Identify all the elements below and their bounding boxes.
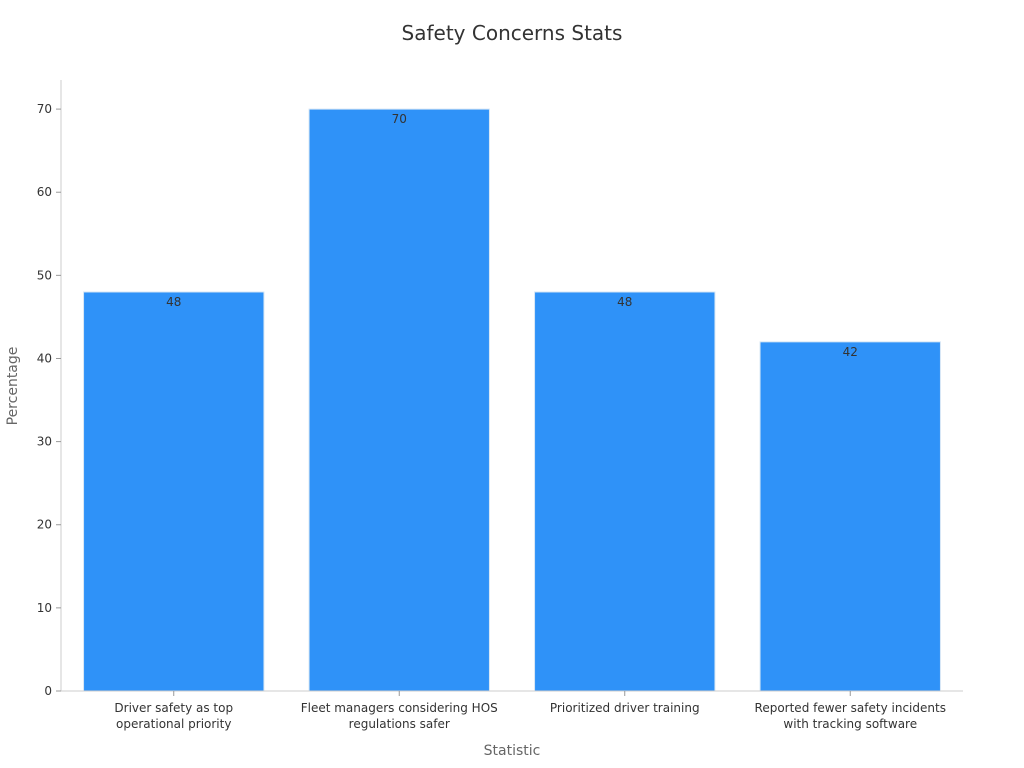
x-tick-label: Reported fewer safety incidents with trac…: [755, 701, 946, 731]
y-tick-label: 40: [37, 351, 52, 365]
y-tick-label: 30: [37, 435, 52, 449]
x-tick-label: Prioritized driver training: [550, 701, 700, 715]
y-tick-label: 50: [37, 268, 52, 282]
bar: [534, 291, 716, 692]
x-tick-label-line: regulations safer: [349, 717, 450, 731]
data-label: 48: [617, 295, 632, 309]
bar: [759, 341, 941, 692]
x-axis-title: Statistic: [484, 743, 541, 759]
x-tick-label-line: with tracking software: [783, 717, 917, 731]
bar: [308, 108, 490, 692]
data-label: 70: [392, 112, 407, 126]
bar: [83, 291, 265, 692]
y-tick-label: 70: [37, 102, 52, 116]
y-tick-label: 20: [37, 518, 52, 532]
x-tick-label-line: operational priority: [116, 717, 231, 731]
x-tick-label-line: Driver safety as top: [114, 701, 233, 715]
x-tick-label-line: Reported fewer safety incidents: [755, 701, 946, 715]
chart-title: Safety Concerns Stats: [402, 21, 623, 45]
y-axis-title: Percentage: [5, 347, 21, 426]
x-tick-label: Fleet managers considering HOS regulation…: [301, 701, 498, 731]
x-tick-label: Driver safety as top operational priority: [114, 701, 233, 731]
data-label: 42: [843, 345, 858, 359]
x-tick-label-line: Fleet managers considering HOS: [301, 701, 498, 715]
y-tick-label: 0: [44, 684, 52, 698]
y-tick-label: 60: [37, 185, 52, 199]
y-tick-label: 10: [37, 601, 52, 615]
data-label: 48: [166, 295, 181, 309]
x-tick-label-line: Prioritized driver training: [550, 701, 700, 715]
plot-area: 48 70 48 42 0 10 20 30 40 50 60 70 Driver safety as …: [37, 80, 963, 731]
